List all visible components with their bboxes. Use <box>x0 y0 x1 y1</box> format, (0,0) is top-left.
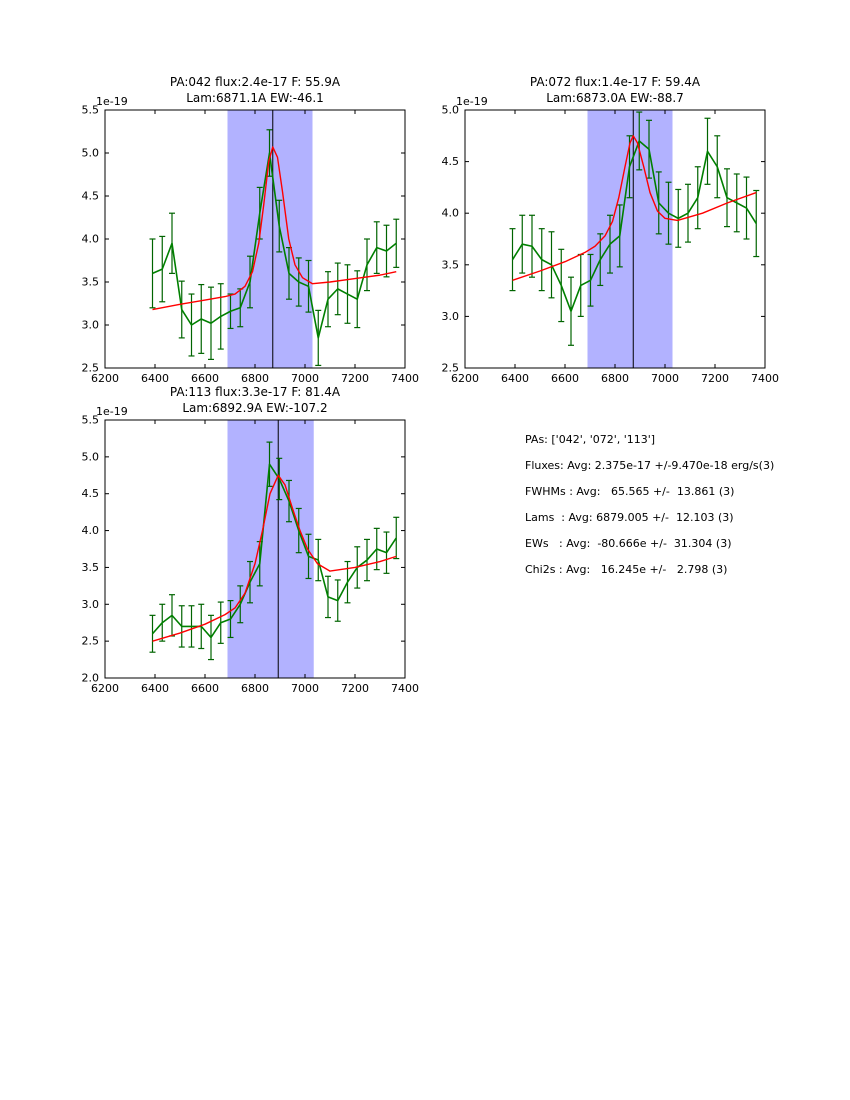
chart-subtitle: Lam:6873.0A EW:-88.7 <box>546 91 684 105</box>
chart-subtitle: Lam:6871.1A EW:-46.1 <box>186 91 324 105</box>
spectrum-line <box>151 463 397 639</box>
gaussian-fit-line <box>152 474 397 642</box>
spectrum-line <box>511 140 757 313</box>
x-tick-label: 6200 <box>451 372 479 385</box>
y-tick-label: 3.5 <box>442 258 460 271</box>
stats-line-lams: Lams : Avg: 6879.005 +/- 12.103 (3) <box>525 511 734 524</box>
x-tick-label: 7000 <box>291 682 319 695</box>
x-tick-label: 6200 <box>91 372 119 385</box>
axes-pa113: 6200 6400 6600 6800 7000 7200 7400 2.0 2.5 3.0 3.5… <box>82 385 420 695</box>
x-tick-label: 6400 <box>141 682 169 695</box>
axes-pa072: 6200 6400 6600 6800 7000 7200 7400 2.5 3.0 3.5 4.0… <box>442 75 780 385</box>
gaussian-fit-line <box>512 135 757 281</box>
y-tick-label: 2.5 <box>82 635 100 648</box>
tick-marks <box>104 109 406 369</box>
stats-line-chi2s: Chi2s : Avg: 16.245e +/- 2.798 (3) <box>525 563 728 576</box>
x-tick-label: 6600 <box>551 372 579 385</box>
y-tick-label: 2.0 <box>82 672 100 685</box>
x-tick-label: 6800 <box>241 372 269 385</box>
x-tick-label: 6400 <box>141 372 169 385</box>
y-tick-label: 5.5 <box>82 104 100 117</box>
chart-title: PA:042 flux:2.4e-17 F: 55.9A <box>170 75 341 89</box>
chart-pa072: 6200 6400 6600 6800 7000 7200 7400 2.5 3.0 3.5 4.0… <box>442 75 780 385</box>
x-tick-label: 6800 <box>601 372 629 385</box>
x-tick-label: 6600 <box>191 682 219 695</box>
y-axis-offset-label: 1e-19 <box>96 405 128 418</box>
chart-title: PA:072 flux:1.4e-17 F: 59.4A <box>530 75 701 89</box>
x-tick-label: 6600 <box>191 372 219 385</box>
y-tick-label: 3.0 <box>442 310 460 323</box>
tick-labels: 6200 6400 6600 6800 7000 7200 7400 2.0 2.5 3.0 3.5… <box>82 414 420 696</box>
stats-line-ews: EWs : Avg: -80.666e +/- 31.304 (3) <box>525 537 732 550</box>
y-tick-label: 3.0 <box>82 319 100 332</box>
y-tick-label: 2.5 <box>82 362 100 375</box>
chart-pa113: 6200 6400 6600 6800 7000 7200 7400 2.0 2.5 3.0 3.5… <box>82 385 420 695</box>
x-tick-label: 7400 <box>391 682 419 695</box>
x-tick-label: 6200 <box>91 682 119 695</box>
x-tick-label: 7200 <box>701 372 729 385</box>
y-tick-label: 4.5 <box>82 487 100 500</box>
axes-pa042: 6200 6400 6600 6800 7000 7200 7400 2.5 3.0 3.5 4.0… <box>82 75 420 385</box>
y-tick-label: 4.0 <box>82 524 100 537</box>
x-tick-label: 7200 <box>341 682 369 695</box>
spectrum-line <box>152 152 397 339</box>
tick-marks <box>104 419 406 679</box>
chart-title: PA:113 flux:3.3e-17 F: 81.4A <box>170 385 341 399</box>
y-tick-label: 3.5 <box>82 276 100 289</box>
stats-panel: PAs: ['042', '072', '113'] Fluxes: Avg: … <box>525 434 774 590</box>
y-tick-label: 4.5 <box>442 155 460 168</box>
x-tick-label: 6800 <box>241 682 269 695</box>
tick-marks <box>464 109 766 369</box>
y-tick-label: 5.0 <box>82 147 100 160</box>
fit-window-band <box>227 420 314 678</box>
chart-pa042: 6200 6400 6600 6800 7000 7200 7400 2.5 3.0 3.5 4.0… <box>82 75 420 385</box>
y-tick-label: 4.0 <box>82 233 100 246</box>
chart-subtitle: Lam:6892.9A EW:-107.2 <box>182 401 327 415</box>
y-tick-label: 4.5 <box>82 190 100 203</box>
stats-line-pas: PAs: ['042', '072', '113'] <box>525 433 656 446</box>
y-axis-offset-label: 1e-19 <box>456 95 488 108</box>
y-tick-label: 3.0 <box>82 598 100 611</box>
tick-labels: 6200 6400 6600 6800 7000 7200 7400 2.5 3.0 3.5 4.0… <box>442 104 780 386</box>
x-tick-label: 7400 <box>751 372 779 385</box>
y-axis-offset-label: 1e-19 <box>96 95 128 108</box>
x-tick-label: 6400 <box>501 372 529 385</box>
y-tick-label: 2.5 <box>442 362 460 375</box>
y-tick-label: 5.0 <box>442 104 460 117</box>
y-tick-label: 5.0 <box>82 450 100 463</box>
y-tick-label: 4.0 <box>442 207 460 220</box>
x-tick-label: 7400 <box>391 372 419 385</box>
gaussian-fit-line <box>152 146 397 311</box>
stats-line-fwhms: FWHMs : Avg: 65.565 +/- 13.861 (3) <box>525 485 735 498</box>
y-tick-label: 5.5 <box>82 414 100 427</box>
x-tick-label: 7000 <box>651 372 679 385</box>
y-tick-label: 3.5 <box>82 561 100 574</box>
x-tick-label: 7000 <box>291 372 319 385</box>
tick-labels: 6200 6400 6600 6800 7000 7200 7400 2.5 3.0 3.5 4.0… <box>82 104 420 386</box>
x-tick-label: 7200 <box>341 372 369 385</box>
stats-line-fluxes: Fluxes: Avg: 2.375e-17 +/-9.470e-18 erg/… <box>525 459 775 472</box>
